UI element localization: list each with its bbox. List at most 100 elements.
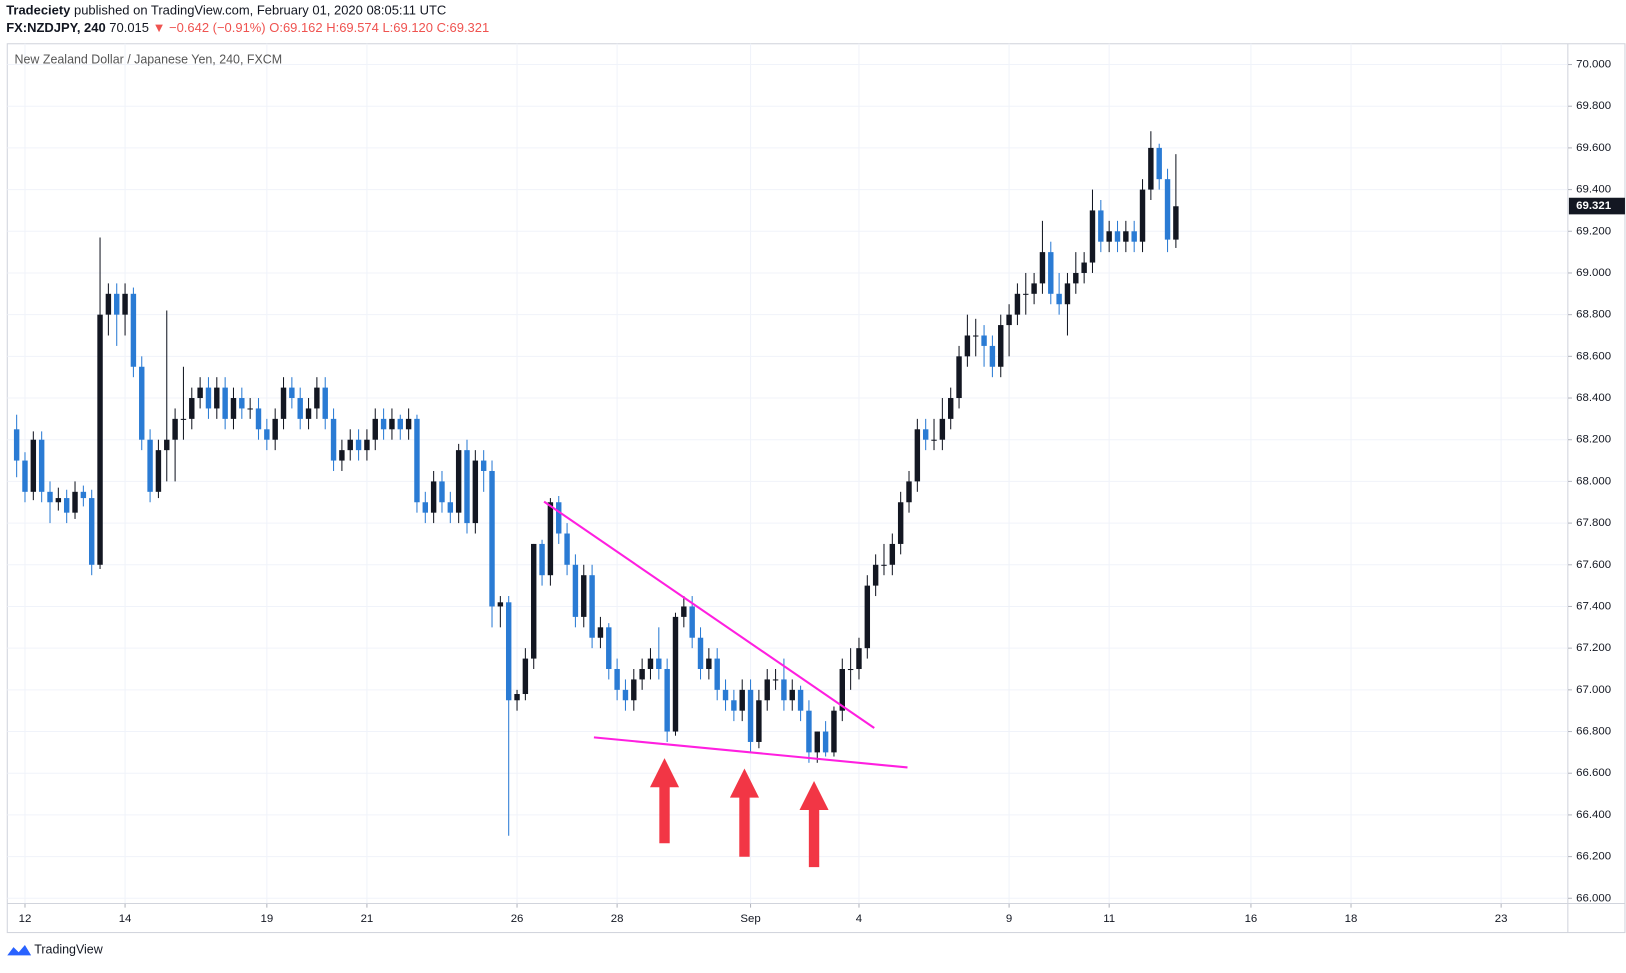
candle-body <box>63 498 70 513</box>
candle-body <box>764 679 770 701</box>
candle-body <box>397 418 403 430</box>
candle-body <box>314 387 320 409</box>
candle-body <box>847 669 854 671</box>
candle-body <box>531 543 537 659</box>
candle-body <box>1131 231 1137 242</box>
candle-body <box>697 637 704 670</box>
candle-body <box>639 669 645 680</box>
x-tick-label: 19 <box>260 913 273 925</box>
candle-body <box>1039 252 1046 284</box>
x-tick-label: 26 <box>511 913 524 925</box>
candle-body <box>147 439 153 492</box>
x-tick-label: 12 <box>19 913 32 925</box>
x-tick-label: 21 <box>361 913 374 925</box>
symbol: FX:NZDJPY, 240 <box>6 21 105 36</box>
x-tick-label: 18 <box>1345 913 1358 925</box>
candle-body <box>1073 272 1079 284</box>
last-price-box <box>1568 197 1625 215</box>
candle-body <box>239 398 245 409</box>
candle-body <box>30 439 37 492</box>
candle-body <box>622 689 629 701</box>
publisher: Tradeciety <box>6 3 71 18</box>
candle-body <box>272 418 278 440</box>
candle-body <box>255 408 262 430</box>
x-tick-label: 9 <box>1006 913 1012 925</box>
y-tick-label: 69.200 <box>1576 225 1611 237</box>
candle-body <box>1123 231 1129 242</box>
x-tick-label: 28 <box>611 913 624 925</box>
candle-body <box>430 481 437 513</box>
candle-body <box>180 418 187 420</box>
logo-icon <box>7 945 32 956</box>
candle-body <box>1114 231 1121 242</box>
candle-body <box>114 293 120 315</box>
y-tick-label: 66.000 <box>1576 892 1611 904</box>
candle-body <box>781 679 787 701</box>
candle-body <box>80 491 87 499</box>
candle-body <box>897 502 904 544</box>
y-tick-label: 67.800 <box>1576 517 1611 529</box>
candle-body <box>230 398 237 419</box>
candle-body <box>88 498 95 565</box>
x-tick-label: 14 <box>119 913 132 925</box>
candle-body <box>1098 210 1104 242</box>
candle-body <box>505 602 512 701</box>
candle-body <box>522 658 529 695</box>
candle-body <box>514 694 520 701</box>
price: 70.015 <box>109 21 149 36</box>
y-tick-label: 66.400 <box>1576 809 1611 821</box>
candle-body <box>572 564 579 617</box>
x-tick-label: 16 <box>1245 913 1258 925</box>
arrow <box>729 768 760 857</box>
candle-body <box>464 450 470 524</box>
candle-body <box>872 564 879 586</box>
arrow <box>799 780 829 868</box>
low: L:69.120 <box>382 21 432 36</box>
candle-body <box>347 439 353 451</box>
y-tick-label: 68.800 <box>1576 309 1611 321</box>
candle-body <box>822 731 829 753</box>
annotations <box>543 500 908 868</box>
candle-body <box>856 648 862 670</box>
candle-body <box>914 429 921 482</box>
frame <box>6 43 1626 934</box>
candle-body <box>247 408 253 410</box>
candle-body <box>164 439 170 451</box>
candle-body <box>889 543 896 565</box>
candle-body <box>672 616 679 732</box>
candle-body <box>405 418 412 430</box>
candle-body <box>47 491 53 503</box>
candle-body <box>1106 231 1112 242</box>
candle-body <box>1064 283 1071 305</box>
candle-body <box>139 366 145 440</box>
candle-body <box>364 439 370 451</box>
y-tick-label: 66.800 <box>1576 726 1611 738</box>
candle-body <box>722 689 729 701</box>
candle-body <box>305 408 312 419</box>
candle-body <box>1081 262 1087 273</box>
candle-body <box>372 418 378 440</box>
candle-body <box>1148 147 1154 190</box>
candle-body <box>1048 252 1054 294</box>
candle-body <box>1006 314 1012 326</box>
candle-body <box>706 658 712 670</box>
footer-logo: TradingView <box>7 942 104 956</box>
arrow <box>649 758 680 844</box>
x-tick-label: Sep <box>740 913 760 925</box>
candle-body <box>455 450 462 513</box>
y-tick-label: 67.200 <box>1576 642 1611 654</box>
candle-body <box>689 606 695 638</box>
candle-body <box>155 450 162 492</box>
candle-body <box>539 543 545 576</box>
candle-body <box>55 498 62 503</box>
candle-body <box>647 658 654 670</box>
candle-body <box>806 710 812 753</box>
candle-body <box>355 439 362 451</box>
open: O:69.162 <box>269 21 322 36</box>
x-tick-label: 11 <box>1103 913 1115 925</box>
candle-body <box>656 658 662 670</box>
candle-body <box>964 335 971 357</box>
candle-body <box>447 502 454 513</box>
y-tick-label: 68.600 <box>1576 350 1611 362</box>
candle-body <box>130 293 137 367</box>
